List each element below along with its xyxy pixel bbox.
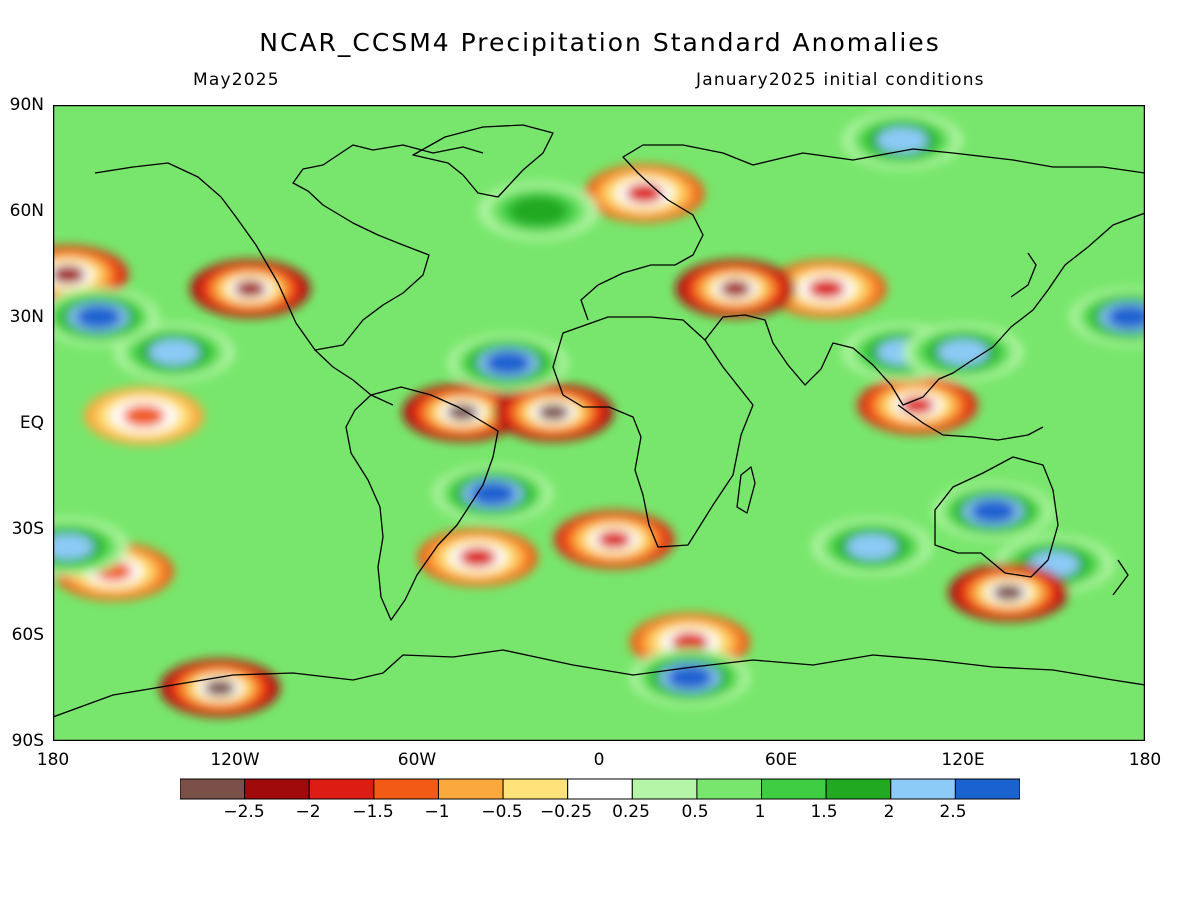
anomaly-contour — [459, 547, 497, 568]
anomaly-contour — [53, 537, 85, 556]
anomaly-contour — [977, 502, 1009, 520]
colorbar-swatch — [437, 778, 504, 800]
colorbar-swatch — [631, 778, 698, 800]
anomaly-contour — [855, 537, 889, 556]
lat-label-90n: 90N — [9, 95, 44, 115]
lon-label-0: 0 — [593, 750, 605, 770]
coastline-south-america — [345, 386, 499, 621]
anomaly-field — [53, 111, 1145, 717]
colorbar-swatch — [502, 778, 569, 800]
colorbar-swatch — [696, 778, 763, 800]
coastline-africa — [552, 316, 754, 548]
anomaly-contour — [519, 201, 557, 221]
anomaly-contour — [83, 308, 114, 326]
colorbar-swatch — [244, 778, 310, 800]
colorbar-swatch — [373, 778, 439, 800]
colorbar-label: −0.25 — [539, 802, 593, 822]
lon-label-120e: 120E — [941, 750, 985, 770]
coastline-central-america — [314, 349, 394, 406]
lat-label-eq: EQ — [19, 413, 44, 433]
colorbar-label: −0.5 — [481, 802, 523, 822]
anomaly-contour — [720, 280, 751, 298]
colorbar-label: 2.5 — [939, 802, 967, 822]
coastline-antarctica — [53, 649, 1145, 718]
lat-label-90s: 90S — [11, 731, 44, 751]
anomaly-contour — [234, 280, 266, 298]
anomaly-contour — [477, 485, 509, 503]
colorbar-label: 0.5 — [681, 802, 709, 822]
colorbar-label: 0.25 — [612, 802, 650, 822]
coastline-north-america — [94, 144, 484, 351]
map-title: NCAR_CCSM4 Precipitation Standard Anomal… — [259, 28, 941, 57]
colorbar-label: 1.5 — [810, 802, 838, 822]
lat-label-30s: 30S — [11, 519, 44, 539]
anomaly-contour — [1037, 555, 1071, 574]
anomaly-contour — [885, 131, 919, 150]
forecast-month: May2025 — [193, 70, 280, 90]
anomaly-contour — [447, 404, 478, 421]
anomaly-contour — [204, 679, 236, 697]
coastlines — [53, 124, 1145, 718]
lon-label-180w: 180 — [36, 750, 70, 770]
coastline-new-zealand — [1112, 559, 1129, 596]
anomaly-contour — [157, 343, 191, 362]
colorbar — [180, 778, 1020, 800]
anomaly-contour — [900, 396, 935, 415]
colorbar-swatch — [761, 778, 827, 800]
lon-label-60w: 60W — [397, 750, 437, 770]
anomaly-contour — [671, 632, 709, 652]
colorbar-label: −2 — [295, 802, 321, 822]
lon-label-120w: 120W — [210, 750, 260, 770]
colorbar-label: −1 — [424, 802, 450, 822]
lat-label-60s: 60S — [11, 625, 44, 645]
coastline-indonesia — [897, 404, 1044, 441]
colorbar-swatch — [890, 778, 956, 800]
colorbar-label: −1.5 — [352, 802, 394, 822]
anomaly-contour — [492, 354, 524, 372]
colorbar-label: 2 — [883, 802, 895, 822]
coastline-australia — [934, 456, 1059, 578]
lon-label-180e: 180 — [1128, 750, 1162, 770]
colorbar-swatch — [567, 778, 633, 800]
coastline-greenland — [412, 124, 554, 198]
anomaly-contour — [946, 343, 980, 362]
anomaly-contour — [53, 265, 85, 284]
anomaly-contour — [808, 278, 845, 299]
colorbar-label: −2.5 — [223, 802, 265, 822]
anomaly-contour — [993, 584, 1024, 601]
anomaly-contour — [626, 183, 663, 204]
coastline-asia — [704, 148, 1145, 406]
anomaly-contour — [597, 530, 631, 549]
anomaly-contour — [1114, 308, 1145, 326]
colorbar-label: 1 — [754, 802, 766, 822]
coastline-japan — [1010, 252, 1037, 298]
colorbar-swatch — [308, 778, 375, 800]
lat-label-30n: 30N — [9, 307, 44, 327]
initial-conditions: January2025 initial conditions — [696, 70, 985, 90]
colorbar-swatch — [180, 778, 246, 800]
anomaly-contour — [674, 669, 706, 686]
anomaly-contour — [538, 404, 569, 421]
coastline-madagascar — [736, 466, 756, 514]
lat-label-60n: 60N — [9, 201, 44, 221]
map-frame — [53, 105, 1145, 741]
anomaly-contour — [123, 404, 165, 427]
anomaly-map — [53, 105, 1145, 741]
colorbar-swatch — [954, 778, 1020, 800]
lon-label-60e: 60E — [764, 750, 798, 770]
coastline-europe — [580, 144, 754, 321]
colorbar-swatch — [825, 778, 892, 800]
